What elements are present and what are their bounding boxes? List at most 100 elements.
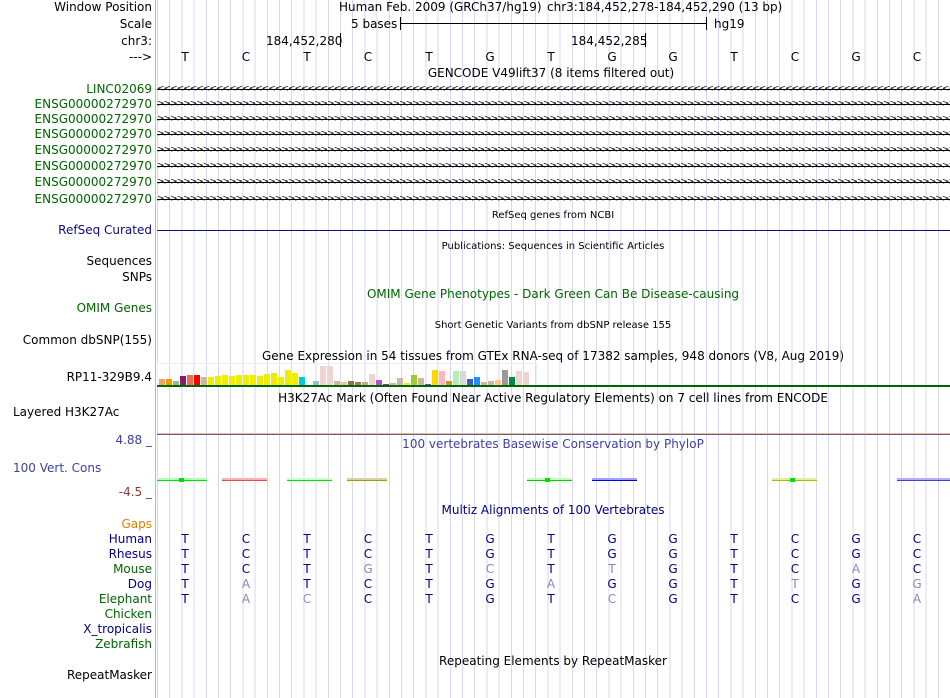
- gtex-tissue-bar[interactable]: [495, 380, 501, 386]
- species-label[interactable]: Chicken: [104, 607, 152, 621]
- position-tick-label: 184,452,280: [266, 34, 343, 48]
- gtex-tissue-bar[interactable]: [166, 379, 172, 386]
- gtex-tissue-bar[interactable]: [299, 377, 305, 386]
- gtex-tissue-bar[interactable]: [243, 375, 249, 386]
- gtex-tissue-bar[interactable]: [467, 379, 473, 386]
- gtex-tissue-bar[interactable]: [250, 375, 256, 386]
- aligned-base: G: [851, 532, 861, 546]
- gtex-tissue-bar[interactable]: [334, 381, 340, 386]
- label-sequences[interactable]: Sequences: [86, 254, 152, 268]
- gtex-expression-chart[interactable]: [157, 363, 537, 386]
- gtex-tissue-bar[interactable]: [474, 377, 480, 386]
- label-gaps[interactable]: Gaps: [121, 517, 152, 531]
- gtex-tissue-bar[interactable]: [187, 375, 193, 386]
- gtex-tissue-bar[interactable]: [257, 376, 263, 386]
- label-snps[interactable]: SNPs: [122, 270, 152, 284]
- gtex-tissue-bar[interactable]: [523, 372, 529, 386]
- gtex-tissue-bar[interactable]: [173, 381, 179, 386]
- aligned-base: T: [730, 592, 738, 606]
- gtex-tissue-bar[interactable]: [509, 377, 515, 386]
- strand-plus-arrows-icon: >>>>>>>>>>>>>>>>>>>>>>>>>>>>>>>>>>>>>>>>…: [157, 194, 950, 204]
- dna-base: G: [668, 50, 678, 64]
- gtex-tissue-bar[interactable]: [222, 375, 228, 386]
- species-label[interactable]: Rhesus: [108, 547, 152, 561]
- aligned-base: G: [668, 532, 678, 546]
- gtex-tissue-bar[interactable]: [208, 377, 214, 386]
- dna-base: C: [241, 50, 251, 64]
- species-label[interactable]: Dog: [127, 577, 152, 591]
- gene-label[interactable]: ENSG00000272970: [34, 127, 152, 141]
- refseq-gene[interactable]: [157, 230, 950, 231]
- gene-line[interactable]: [157, 199, 950, 200]
- gtex-tissue-bar[interactable]: [460, 371, 466, 386]
- gene-label[interactable]: ENSG00000272970: [34, 192, 152, 206]
- gtex-gene-line[interactable]: [157, 385, 950, 387]
- species-label[interactable]: Elephant: [98, 592, 152, 606]
- gtex-tissue-bar[interactable]: [362, 382, 368, 386]
- label-repeatmasker[interactable]: RepeatMasker: [66, 668, 152, 682]
- gtex-tissue-bar[interactable]: [481, 382, 487, 386]
- gene-label[interactable]: ENSG00000272970: [34, 97, 152, 111]
- label-omim[interactable]: OMIM Genes: [76, 301, 152, 315]
- gtex-tissue-bar[interactable]: [355, 382, 361, 386]
- gene-label[interactable]: ENSG00000272970: [34, 175, 152, 189]
- gtex-tissue-bar[interactable]: [488, 381, 494, 386]
- gene-line[interactable]: [157, 182, 950, 183]
- label-refseq[interactable]: RefSeq Curated: [58, 223, 152, 237]
- aligned-base: T: [547, 592, 555, 606]
- gtex-tissue-bar[interactable]: [432, 370, 438, 386]
- gtex-tissue-bar[interactable]: [390, 383, 396, 386]
- gtex-tissue-bar[interactable]: [404, 383, 410, 386]
- gtex-tissue-bar[interactable]: [271, 373, 277, 386]
- label-gtex-gene[interactable]: RP11-329B9.4: [66, 370, 152, 384]
- species-label[interactable]: Human: [108, 532, 152, 546]
- label-dbsnp[interactable]: Common dbSNP(155): [22, 333, 152, 347]
- label-h3k27ac[interactable]: Layered H3K27Ac: [13, 405, 120, 419]
- position-tick: [645, 33, 646, 47]
- gene-line[interactable]: [157, 166, 950, 167]
- species-label[interactable]: X_tropicalis: [83, 622, 152, 636]
- gtex-tissue-bar[interactable]: [446, 381, 452, 386]
- gtex-tissue-bar[interactable]: [439, 371, 445, 386]
- gtex-tissue-bar[interactable]: [159, 379, 165, 386]
- gtex-tissue-bar[interactable]: [397, 378, 403, 386]
- gtex-tissue-bar[interactable]: [313, 381, 319, 386]
- gtex-tissue-bar[interactable]: [278, 377, 284, 386]
- gtex-tissue-bar[interactable]: [348, 381, 354, 386]
- gtex-tissue-bar[interactable]: [453, 371, 459, 386]
- gtex-tissue-bar[interactable]: [194, 375, 200, 386]
- gene-label[interactable]: ENSG00000272970: [34, 159, 152, 173]
- gtex-tissue-bar[interactable]: [418, 378, 424, 386]
- gene-line[interactable]: [157, 89, 950, 90]
- gtex-tissue-bar[interactable]: [285, 370, 291, 386]
- label-cons[interactable]: 100 Vert. Cons: [13, 461, 102, 475]
- species-label[interactable]: Zebrafish: [95, 637, 152, 651]
- gtex-tissue-bar[interactable]: [229, 376, 235, 386]
- gene-label[interactable]: LINC02069: [86, 82, 152, 96]
- gtex-tissue-bar[interactable]: [516, 371, 522, 386]
- gene-line[interactable]: [157, 134, 950, 135]
- gtex-tissue-bar[interactable]: [264, 374, 270, 386]
- gtex-tissue-bar[interactable]: [369, 374, 375, 386]
- gtex-tissue-bar[interactable]: [236, 375, 242, 386]
- gtex-tissue-bar[interactable]: [327, 366, 333, 386]
- gene-label[interactable]: ENSG00000272970: [34, 112, 152, 126]
- gtex-tissue-bar[interactable]: [215, 376, 221, 386]
- label-strand[interactable]: --->: [128, 50, 152, 64]
- gtex-tissue-bar[interactable]: [201, 377, 207, 386]
- repeatmasker-title: Repeating Elements by RepeatMasker: [439, 654, 667, 668]
- gtex-tissue-bar[interactable]: [376, 380, 382, 386]
- gtex-tissue-bar[interactable]: [320, 366, 326, 386]
- conservation-plot[interactable]: [157, 470, 950, 490]
- gtex-tissue-bar[interactable]: [411, 375, 417, 386]
- h3k27ac-signal[interactable]: [157, 433, 950, 435]
- gtex-tissue-bar[interactable]: [341, 382, 347, 386]
- gtex-tissue-bar[interactable]: [180, 376, 186, 386]
- gene-label[interactable]: ENSG00000272970: [34, 143, 152, 157]
- gene-line[interactable]: [157, 104, 950, 105]
- gene-line[interactable]: [157, 150, 950, 151]
- species-label[interactable]: Mouse: [113, 562, 152, 576]
- gtex-tissue-bar[interactable]: [292, 373, 298, 386]
- gene-line[interactable]: [157, 119, 950, 120]
- gtex-tissue-bar[interactable]: [502, 370, 508, 386]
